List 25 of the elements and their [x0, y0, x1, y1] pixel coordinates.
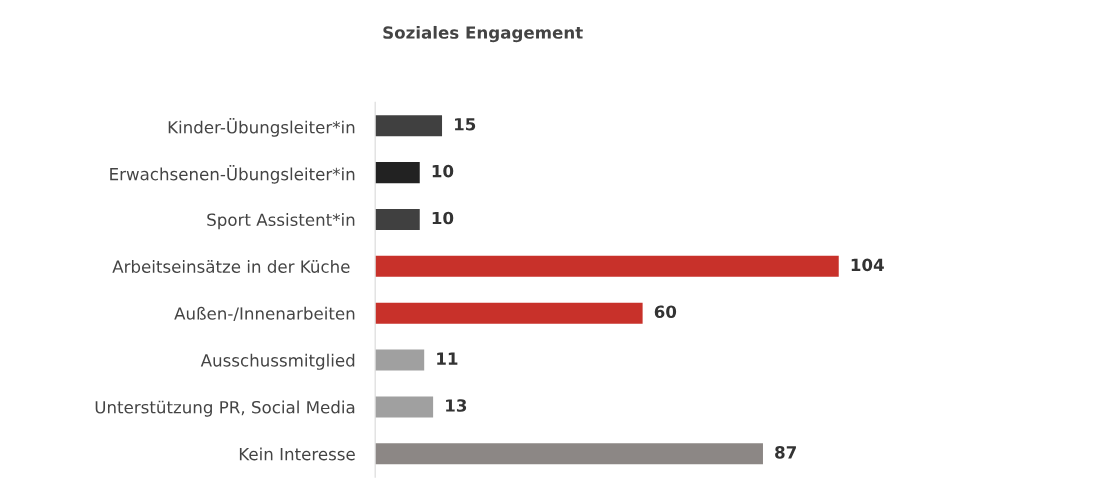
- bar: [375, 162, 420, 184]
- y-tick-label: Kein Interesse: [239, 447, 355, 461]
- bar: [375, 349, 425, 371]
- bar: [375, 115, 443, 137]
- y-tick-label: Erwachsenen-Übungsleiter*in: [110, 164, 355, 184]
- y-tick-label: Arbeitseinsätze in der Küche: [112, 260, 350, 273]
- bar: [375, 443, 763, 465]
- data-label: 10: [432, 164, 454, 178]
- bar: [375, 208, 420, 230]
- data-label: 104: [851, 258, 884, 272]
- y-tick-label: Außen-/Innenarbeiten: [174, 306, 355, 322]
- data-label: 15: [455, 118, 476, 131]
- y-tick-label: Sport Assistent*in: [207, 213, 355, 230]
- y-tick-label: Unterstützung PR, Social Media: [95, 400, 355, 417]
- data-label: 10: [432, 211, 454, 225]
- chart-title: Soziales Engagement: [383, 25, 583, 43]
- data-label: 11: [437, 352, 458, 365]
- bar: [375, 302, 643, 324]
- y-tick-label: Ausschussmitglied: [200, 353, 355, 370]
- y-tick-label: Kinder-Übungsleiter*in: [168, 118, 355, 137]
- bar: [375, 255, 839, 277]
- data-label: 87: [775, 446, 796, 459]
- data-label: 60: [654, 305, 677, 319]
- bar: [375, 396, 434, 418]
- data-label: 13: [446, 399, 467, 412]
